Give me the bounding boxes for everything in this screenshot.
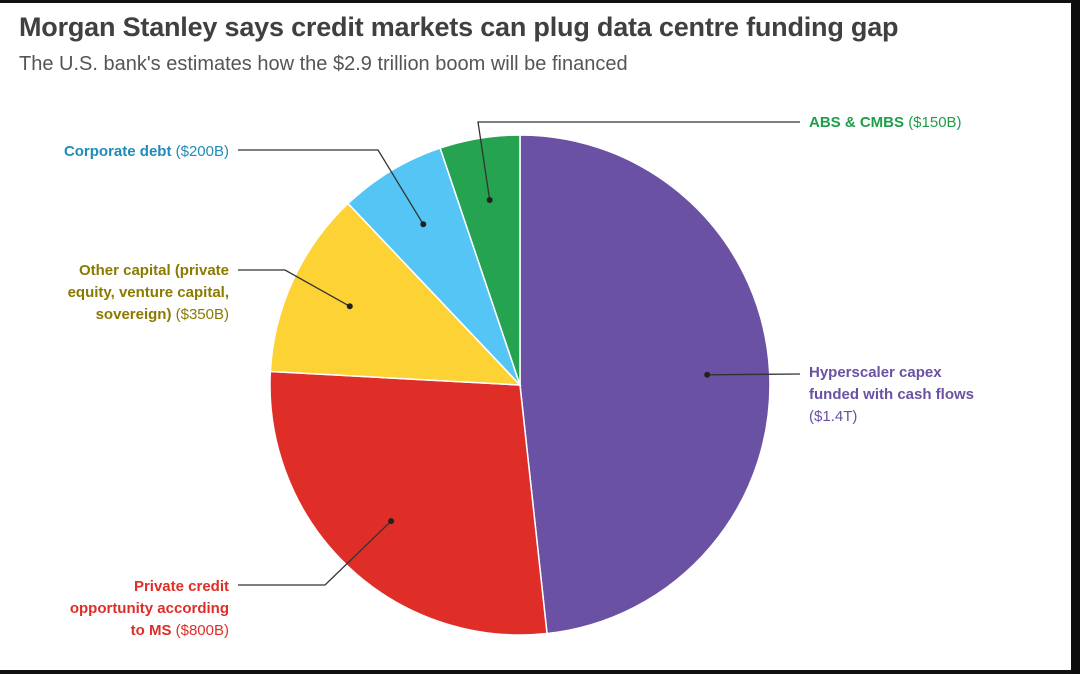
label-other-capital-line-1: Other capital (private (78, 262, 229, 279)
label-corporate-debt: Corporate debt ($200B) (64, 141, 229, 163)
label-other-capital-line-2: equity, venture capital, (67, 284, 229, 301)
leader-line-corporate-debt (238, 149, 424, 225)
top-border (0, 0, 1080, 3)
label-abs-cmbs-name: ABS & CMBS (809, 114, 905, 131)
pie-slice-hyperscaler (519, 134, 771, 635)
chart-title: Morgan Stanley says credit markets can p… (19, 12, 899, 42)
pie-slice-other-capital (269, 202, 522, 386)
pie-slice-abs-cmbs (439, 134, 521, 386)
label-other-capital: Other capital (private equity, venture c… (68, 260, 229, 326)
label-private-credit-line-2: opportunity according (69, 600, 229, 617)
leader-dot-corporate-debt (420, 221, 427, 228)
label-hyperscaler: Hyperscaler capex funded with cash flows… (809, 362, 974, 428)
label-hyperscaler-amount: ($1.4T) (809, 408, 858, 425)
leader-dot-other-capital (346, 303, 353, 310)
leader-dot-hyperscaler (704, 371, 711, 378)
label-private-credit: Private credit opportunity according to … (70, 576, 229, 642)
leader-line-abs-cmbs (477, 121, 800, 201)
label-abs-cmbs-amount: ($150B) (908, 114, 962, 131)
label-private-credit-line-3: to MS (130, 622, 172, 639)
label-corporate-debt-name: Corporate debt (63, 143, 172, 160)
bottom-border (0, 670, 1080, 674)
leader-dot-private-credit (388, 518, 395, 525)
label-hyperscaler-line-1: Hyperscaler capex (809, 364, 942, 381)
label-private-credit-line-1: Private credit (133, 578, 229, 595)
leader-line-other-capital (238, 269, 351, 307)
right-border (1071, 0, 1080, 674)
chart-subtitle: The U.S. bank's estimates how the $2.9 t… (19, 53, 628, 75)
leader-line-hyperscaler (707, 373, 801, 376)
label-other-capital-line-3: sovereign) (95, 306, 172, 323)
label-hyperscaler-line-2: funded with cash flows (809, 386, 975, 403)
label-corporate-debt-amount: ($200B) (175, 143, 229, 160)
label-abs-cmbs: ABS & CMBS ($150B) (809, 112, 962, 134)
label-private-credit-amount: ($800B) (175, 622, 229, 639)
leader-line-private-credit (238, 520, 392, 586)
pie-slice-private-credit (269, 370, 548, 636)
leader-dot-abs-cmbs (486, 197, 493, 203)
label-other-capital-amount: ($350B) (175, 306, 229, 323)
